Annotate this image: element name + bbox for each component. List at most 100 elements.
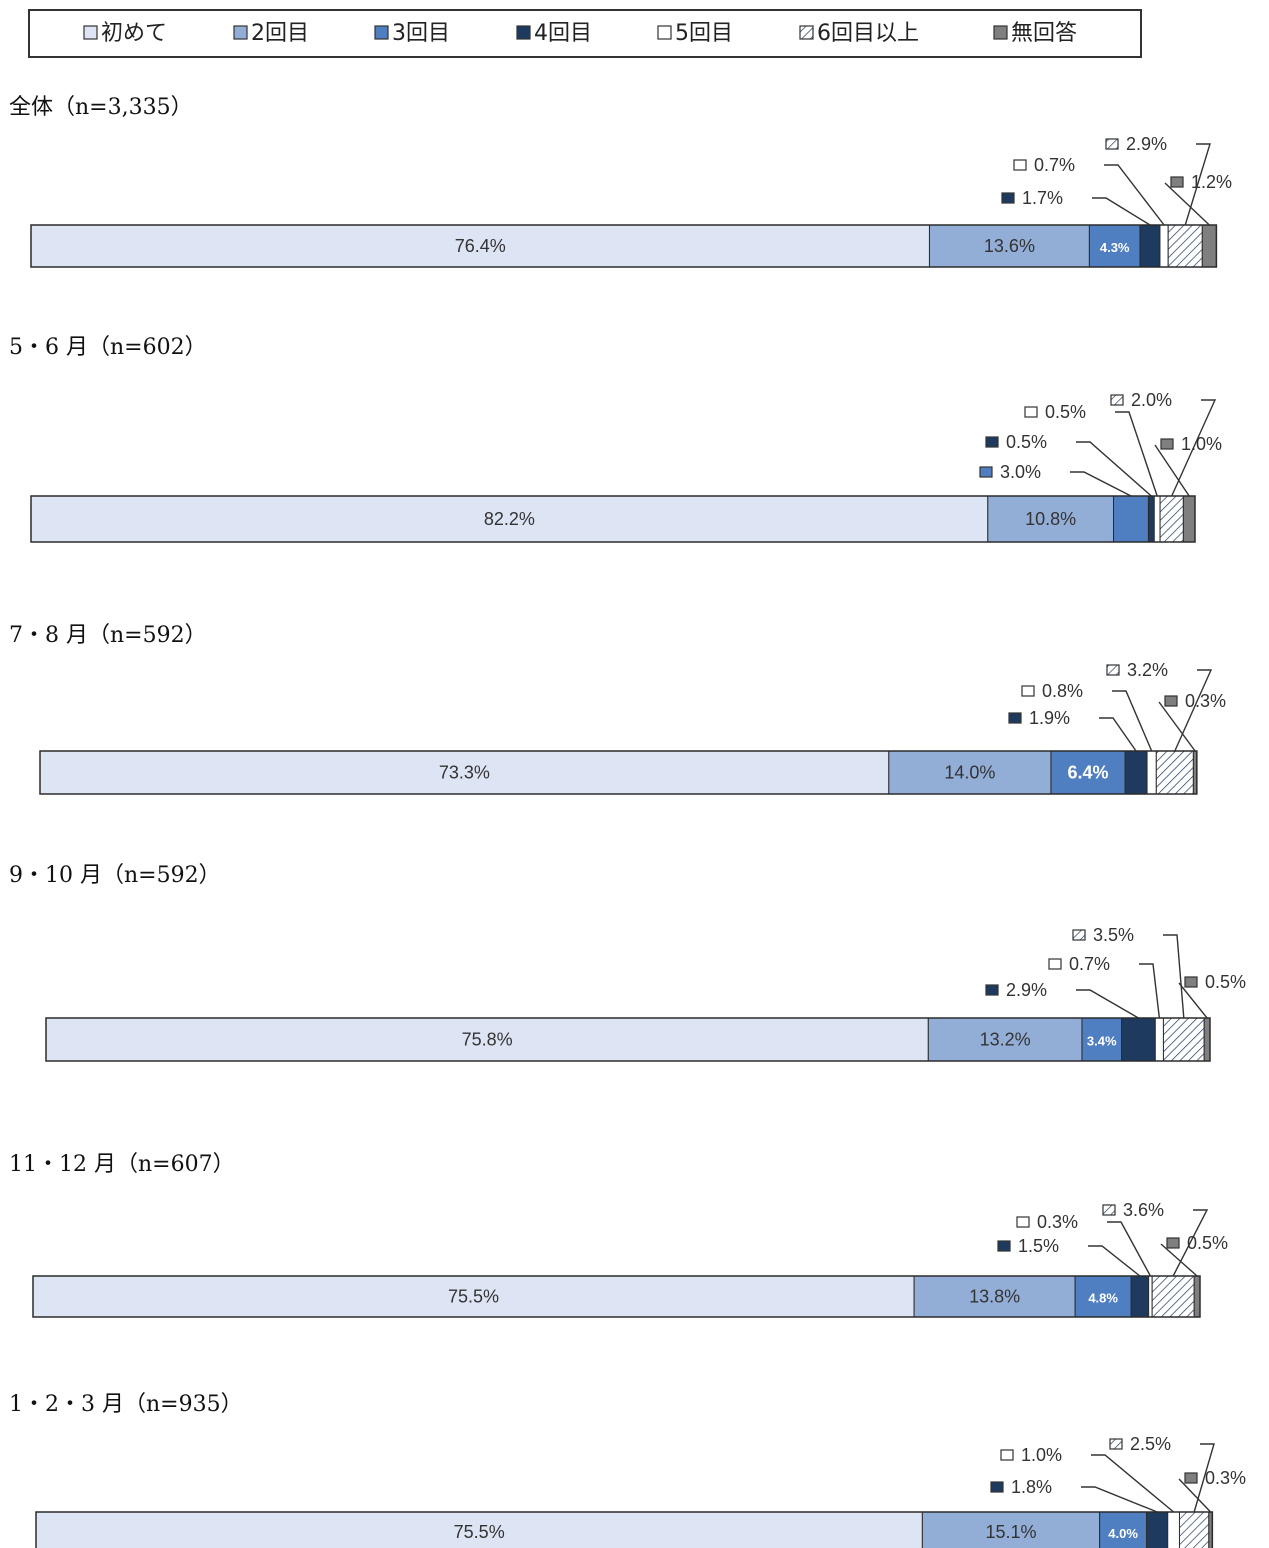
callout-swatch xyxy=(1024,406,1038,418)
data-label: 3.0% xyxy=(1000,462,1041,482)
leader-line xyxy=(1158,701,1196,752)
callout-swatch xyxy=(1184,976,1198,988)
data-label: 0.3% xyxy=(1205,1468,1246,1488)
legend-label: 5回目 xyxy=(675,21,733,46)
bar-outline xyxy=(45,1017,1211,1062)
leader-line xyxy=(1171,399,1217,497)
legend-label: 初めて xyxy=(101,21,167,46)
bar-segment-series-4 xyxy=(1124,750,1148,795)
data-label: 0.7% xyxy=(1069,954,1110,974)
bar-group-1: 全体（n=3,335） 76.4% 13.6% 4.3% 1.7% 0.7% 2.9% 1.2… xyxy=(9,95,1232,268)
leader-line xyxy=(1115,411,1158,497)
data-label: 4.3% xyxy=(1100,240,1130,255)
data-label: 13.6% xyxy=(984,236,1035,256)
data-label: 1.0% xyxy=(1181,434,1222,454)
bar-outline xyxy=(39,750,1198,795)
legend-item-4: 4回目 xyxy=(516,21,592,46)
callout-swatch xyxy=(1166,1237,1180,1249)
callout-swatch xyxy=(1106,664,1120,676)
leader-line xyxy=(1174,669,1213,752)
leader-line xyxy=(1139,963,1161,1019)
leader-line xyxy=(1104,164,1165,226)
bar-outline xyxy=(30,495,1196,543)
callout-swatch xyxy=(979,466,993,478)
legend-item-6: 6回目以上 xyxy=(799,21,919,46)
leader-line xyxy=(1076,989,1139,1019)
data-label: 73.3% xyxy=(439,763,490,783)
callout-swatch xyxy=(1170,176,1184,188)
bar-segment-series-6 xyxy=(1159,495,1184,543)
data-label: 14.0% xyxy=(944,763,995,783)
leader-line xyxy=(1154,444,1190,497)
data-label: 6.4% xyxy=(1067,763,1108,783)
group-title: 5・6 月（n=602） xyxy=(9,335,207,360)
group-title: 7・8 月（n=592） xyxy=(9,623,207,648)
bar-group-6: 1・2・3 月（n=935） 75.5% 15.1% 4.0% 1.8% 1.0% 2.5%… xyxy=(9,1392,1246,1548)
leader-line xyxy=(1091,1454,1175,1513)
callout-swatch xyxy=(985,984,999,996)
bar-segment-series-3 xyxy=(1113,495,1149,543)
group-title: 1・2・3 月（n=935） xyxy=(9,1392,243,1417)
leader-line xyxy=(1172,1209,1209,1277)
data-label: 10.8% xyxy=(1025,509,1076,529)
bar-segment-series-7 xyxy=(1203,1017,1211,1062)
legend-swatch xyxy=(993,25,1008,40)
group-title: 全体（n=3,335） xyxy=(9,95,193,120)
bar-segment-series-2 xyxy=(928,224,1090,268)
data-label: 4.8% xyxy=(1088,1291,1118,1306)
callout-swatch xyxy=(1013,159,1027,171)
data-label: 2.9% xyxy=(1006,980,1047,1000)
data-label: 82.2% xyxy=(484,509,535,529)
data-label: 0.5% xyxy=(1205,972,1246,992)
data-label: 1.7% xyxy=(1022,188,1063,208)
leader-line xyxy=(1088,1245,1141,1277)
data-label: 3.5% xyxy=(1093,925,1134,945)
bar-segment-series-4 xyxy=(1130,1275,1150,1318)
bar-segment-series-4 xyxy=(1121,1017,1156,1062)
legend-swatch xyxy=(374,25,389,40)
callout-swatch xyxy=(1008,712,1022,724)
data-label: 13.2% xyxy=(980,1030,1031,1050)
bar-segment-series-6 xyxy=(1162,1017,1205,1062)
callout-swatch xyxy=(1021,685,1035,697)
bar-segment-series-4 xyxy=(1139,224,1161,268)
data-label: 0.5% xyxy=(1187,1233,1228,1253)
bar-segment-series-1 xyxy=(39,750,890,795)
bar-segment-series-2 xyxy=(913,1275,1076,1318)
bar-group-4: 9・10 月（n=592） 75.8% 13.2% 3.4% 2.9% 0.7% 3.5% 0… xyxy=(9,863,1246,1062)
data-label: 1.5% xyxy=(1018,1236,1059,1256)
bar-segment-series-6 xyxy=(1151,1275,1195,1318)
callout-swatch xyxy=(1072,929,1086,941)
legend-swatch xyxy=(657,25,672,40)
leader-line xyxy=(1099,717,1137,752)
legend-label: 無回答 xyxy=(1011,21,1077,46)
legend-label: 3回目 xyxy=(392,21,450,46)
bar-segment-series-2 xyxy=(888,750,1052,795)
data-label: 1.8% xyxy=(1011,1477,1052,1497)
legend-item-3: 3回目 xyxy=(374,21,450,46)
bar-segment-series-2 xyxy=(927,1017,1083,1062)
data-label: 1.2% xyxy=(1191,172,1232,192)
bar-segment-series-4 xyxy=(1146,1511,1169,1548)
legend-item-2: 2回目 xyxy=(233,21,309,46)
callout-swatch xyxy=(1164,695,1178,707)
callout-swatch xyxy=(1184,1472,1198,1484)
data-label: 0.8% xyxy=(1042,681,1083,701)
leader-line xyxy=(1163,934,1185,1019)
callout-swatch xyxy=(1160,438,1174,450)
bar-segment-series-1 xyxy=(30,495,989,543)
bar-segment-series-1 xyxy=(30,224,930,268)
leader-line xyxy=(1092,197,1151,226)
callout-swatch xyxy=(997,1240,1011,1252)
leader-line xyxy=(1178,1478,1212,1513)
data-label: 4.0% xyxy=(1108,1526,1138,1541)
bar-segment-series-3 xyxy=(1074,1275,1132,1318)
data-label: 0.3% xyxy=(1185,691,1226,711)
bar-group-3: 7・8 月（n=592） 73.3% 14.0% 6.4% 1.9% 0.8% 3.2% 0.… xyxy=(9,623,1226,795)
callout-swatch xyxy=(1048,958,1062,970)
bar-segment-series-2 xyxy=(921,1511,1101,1548)
bar-segment-series-7 xyxy=(1201,224,1217,268)
data-label: 1.0% xyxy=(1021,1445,1062,1465)
legend-item-5: 5回目 xyxy=(657,21,733,46)
bar-outline xyxy=(35,1511,1214,1548)
